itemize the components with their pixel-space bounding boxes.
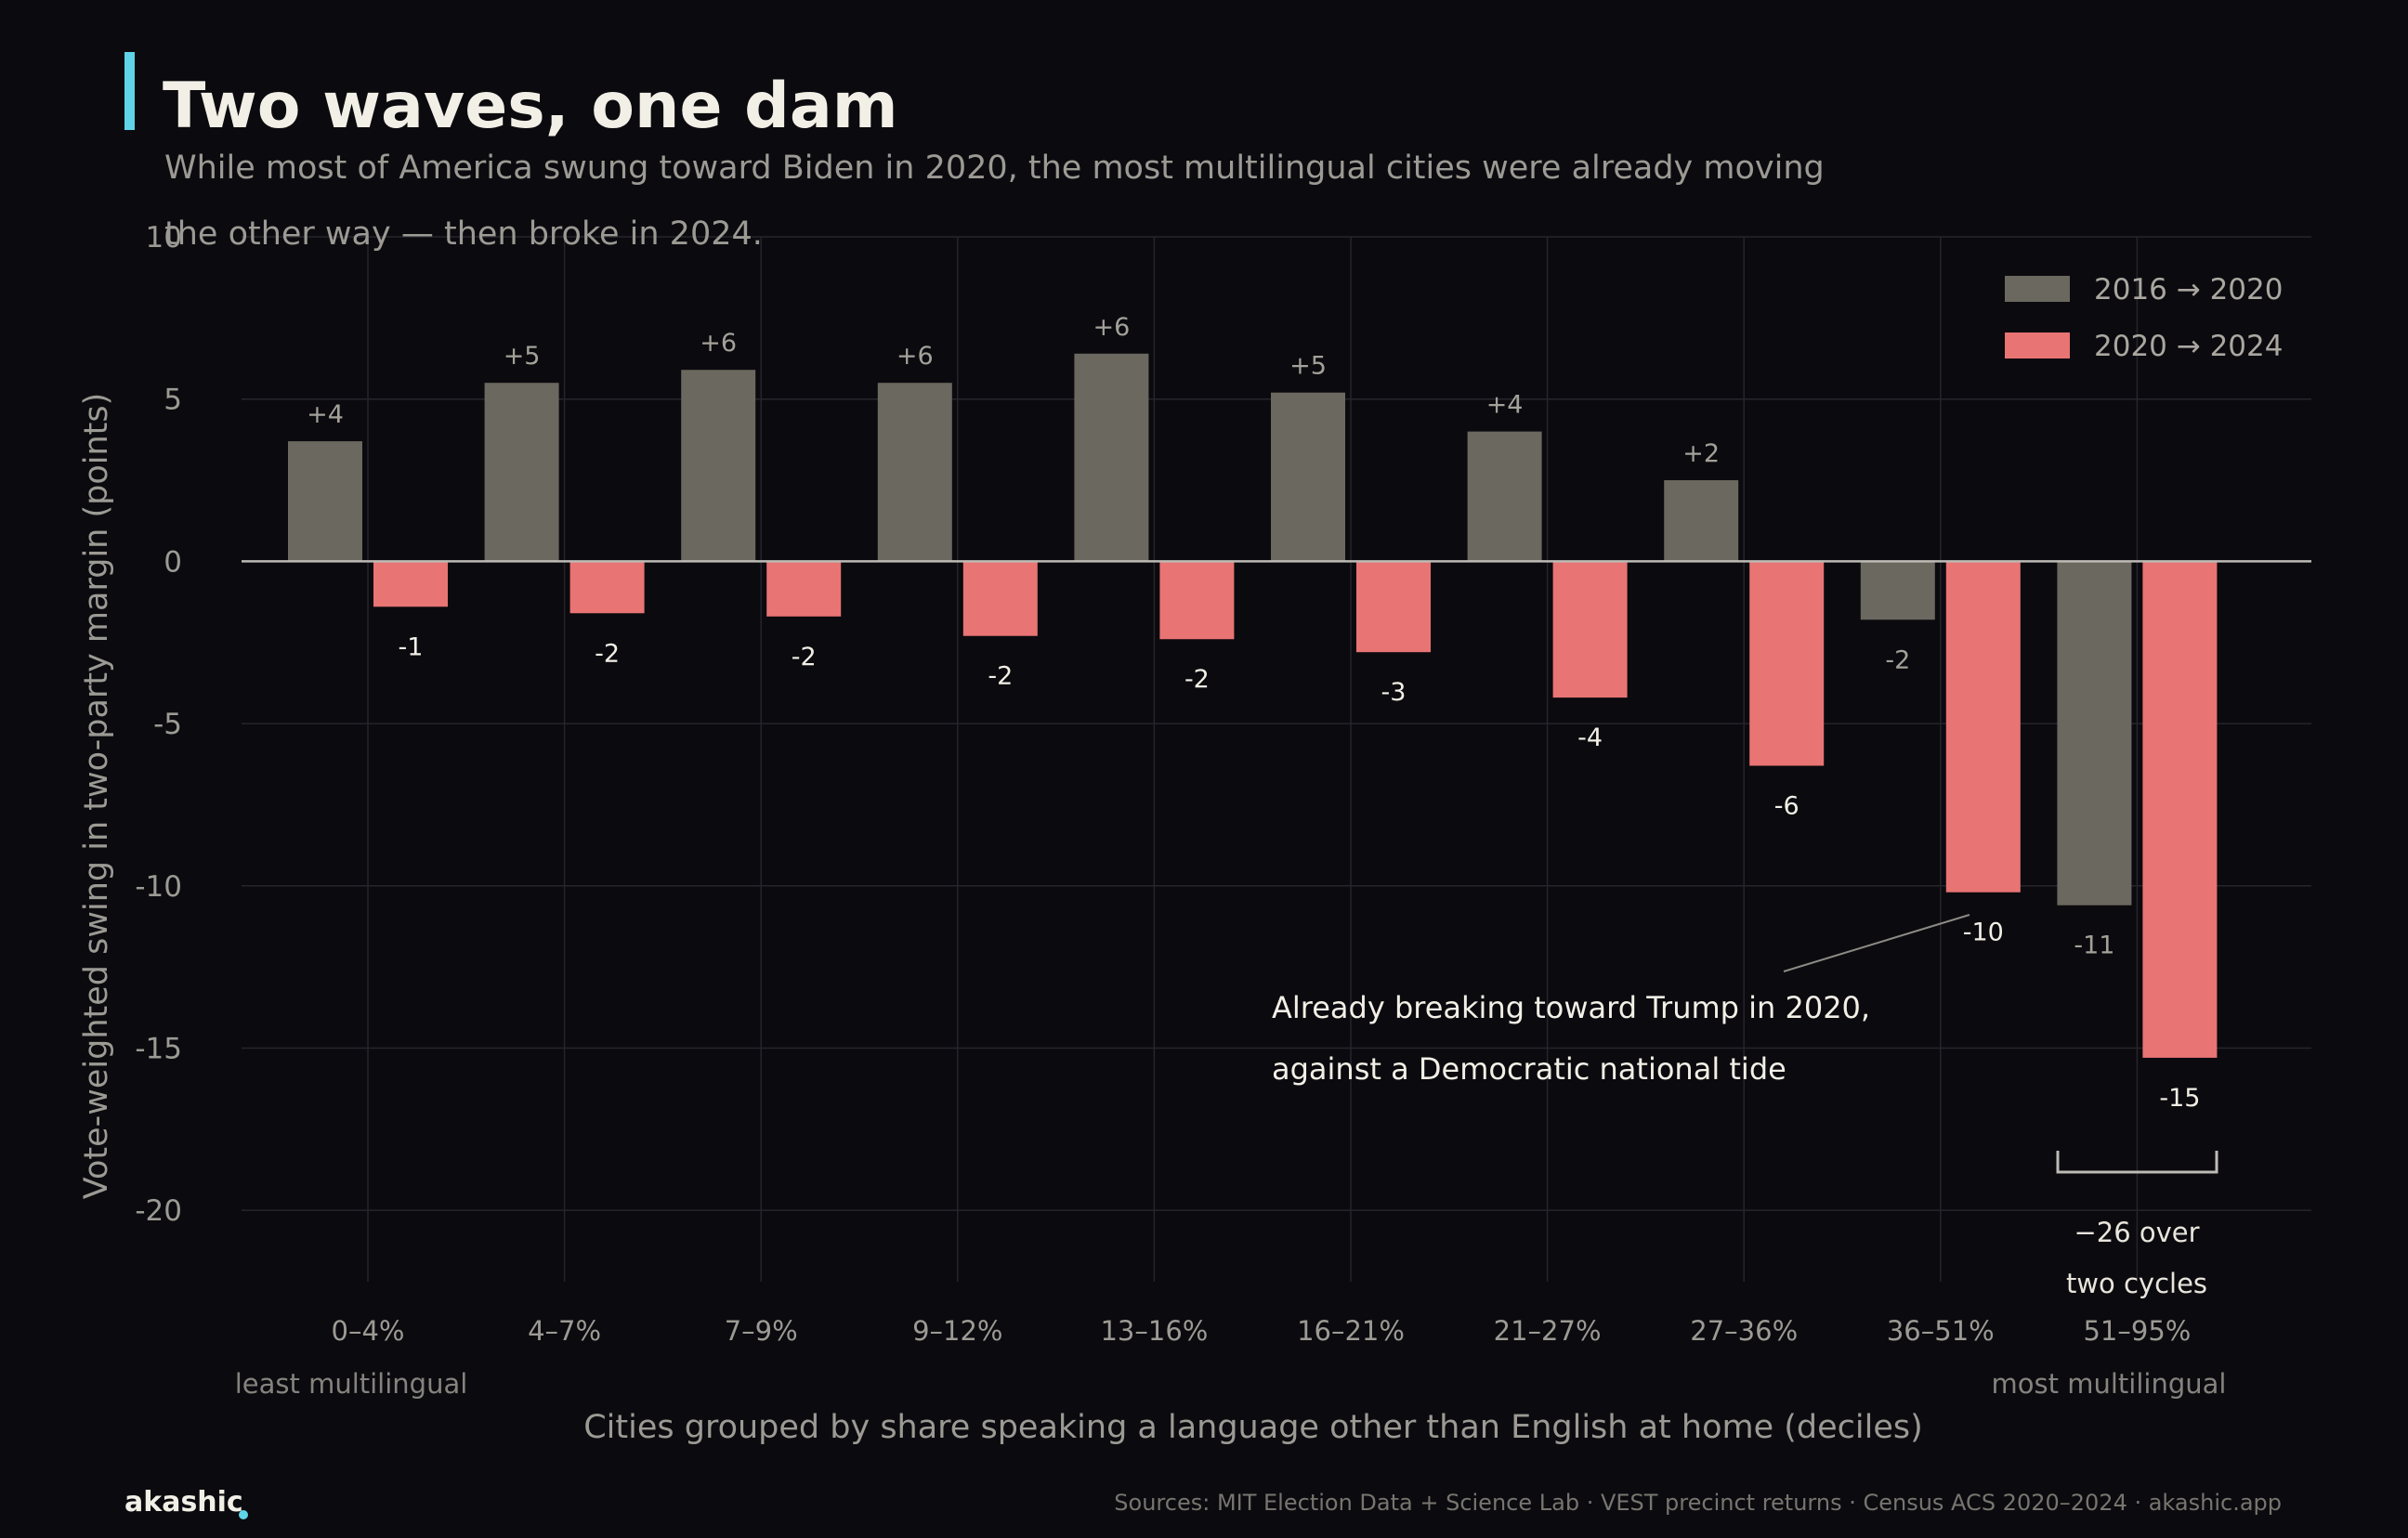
y-tick-label: -10 [135,870,182,904]
bar-2016-2020 [1271,392,1345,562]
y-tick-label: 10 [146,221,182,254]
bar-2020-2024 [569,561,645,614]
x-tick-labels: 0–4% 4–7% 7–9% 9–12% 13–16% 16–21% 21–27% 27–36… [332,1315,2192,1347]
brand-logo-dot [239,1510,248,1519]
x-tick-label: 0–4% [332,1315,405,1347]
bar-value-label: +6 [700,329,737,358]
x-tick-label: 36–51% [1887,1315,1995,1347]
bar-2016-2020 [2057,561,2132,906]
y-tick-labels: 10 5 0 -5 -10 -15 -20 [135,221,182,1228]
y-tick-label: 5 [164,384,182,417]
bar-value-label: +6 [1093,313,1130,342]
bar-value-label: -2 [1184,665,1210,694]
bar-value-label: +5 [1289,352,1327,381]
bar-value-label: -3 [1381,678,1407,707]
y-tick-label: 0 [164,545,182,579]
y-tick-label: -20 [135,1194,182,1228]
x-tick-label: 13–16% [1100,1315,1208,1347]
bar-value-label: -1 [399,632,424,661]
bar-value-label: -2 [792,643,817,671]
bar-2020-2024 [962,561,1038,636]
sources-footnote: Sources: MIT Election Data + Science Lab… [1114,1490,2282,1516]
y-tick-label: -15 [135,1032,182,1065]
bracket-label-line-2: two cycles [2066,1268,2207,1299]
x-tick-label: 7–9% [725,1315,798,1347]
legend-label-2020-2024: 2020 → 2024 [2094,330,2283,363]
y-tick-label: -5 [153,708,182,741]
bar-value-label: +2 [1682,439,1720,468]
x-tick-label: 51–95% [2083,1315,2191,1347]
bar-2016-2020 [484,383,559,562]
bar-2016-2020 [1074,353,1149,562]
legend: 2016 → 2020 2020 → 2024 [2005,273,2283,363]
bar-2016-2020 [877,383,952,562]
bar-2020-2024 [766,561,842,617]
bar-2020-2024 [2142,561,2218,1058]
annotation-line-1: Already breaking toward Trump in 2020, [1272,990,1870,1025]
bar-2016-2020 [681,370,756,562]
bars [288,353,2218,1058]
bar-value-label: -2 [595,639,620,668]
chart-subtitle-line-1: While most of America swung toward Biden… [164,150,1825,187]
bar-2016-2020 [1467,431,1542,562]
bar-2020-2024 [1552,561,1628,698]
bar-value-label: -6 [1774,791,1799,820]
bar-value-label: +4 [1486,391,1524,420]
annotation-leader-line [1783,914,1970,972]
x-end-label-least: least multilingual [235,1368,468,1400]
legend-swatch-2016-2020 [2005,276,2070,302]
bar-value-label: -10 [1963,919,2004,947]
x-tick-label: 9–12% [912,1315,1002,1347]
bar-value-label: +4 [307,400,344,429]
bar-value-label: -2 [988,662,1013,691]
bar-value-label: +5 [504,342,541,371]
x-tick-label: 4–7% [528,1315,601,1347]
bar-2020-2024 [1749,561,1825,766]
legend-label-2016-2020: 2016 → 2020 [2094,273,2283,306]
bracket-label-line-1: −26 over [2074,1217,2199,1248]
x-tick-label: 27–36% [1690,1315,1798,1347]
two-cycle-bracket [2056,1151,2218,1174]
bar-2016-2020 [288,441,362,562]
x-axis-title: Cities grouped by share speaking a langu… [583,1409,1923,1446]
legend-swatch-2020-2024 [2005,332,2070,358]
annotation-line-2: against a Democratic national tide [1272,1051,1786,1087]
value-labels: +4 +5 +6 +6 +6 +5 +4 +2 -2 -11 -1 -2 -2 -2 -2 -3 -4 -6 -10… [307,313,2200,1113]
bar-2020-2024 [1945,561,2021,893]
bar-2020-2024 [1356,561,1431,653]
bar-2016-2020 [1664,480,1739,562]
chart-subtitle-line-2: the other way — then broke in 2024. [164,215,763,253]
x-tick-label: 16–21% [1297,1315,1405,1347]
bar-2016-2020 [1860,561,1935,620]
brand-logo-text: akashic [124,1486,243,1518]
accent-bar [124,52,135,130]
chart-title: Two waves, one dam [163,70,898,143]
y-axis-title: Vote-weighted swing in two-party margin … [78,393,115,1200]
bar-value-label: -11 [2074,932,2114,960]
bar-2020-2024 [1159,561,1235,640]
bar-value-label: -2 [1885,645,1910,674]
x-tick-label: 21–27% [1494,1315,1602,1347]
bar-value-label: -15 [2159,1084,2200,1113]
x-end-label-most: most multilingual [1992,1368,2227,1400]
bar-value-label: -4 [1577,723,1603,752]
bar-2020-2024 [373,561,448,607]
bar-value-label: +6 [896,342,934,371]
